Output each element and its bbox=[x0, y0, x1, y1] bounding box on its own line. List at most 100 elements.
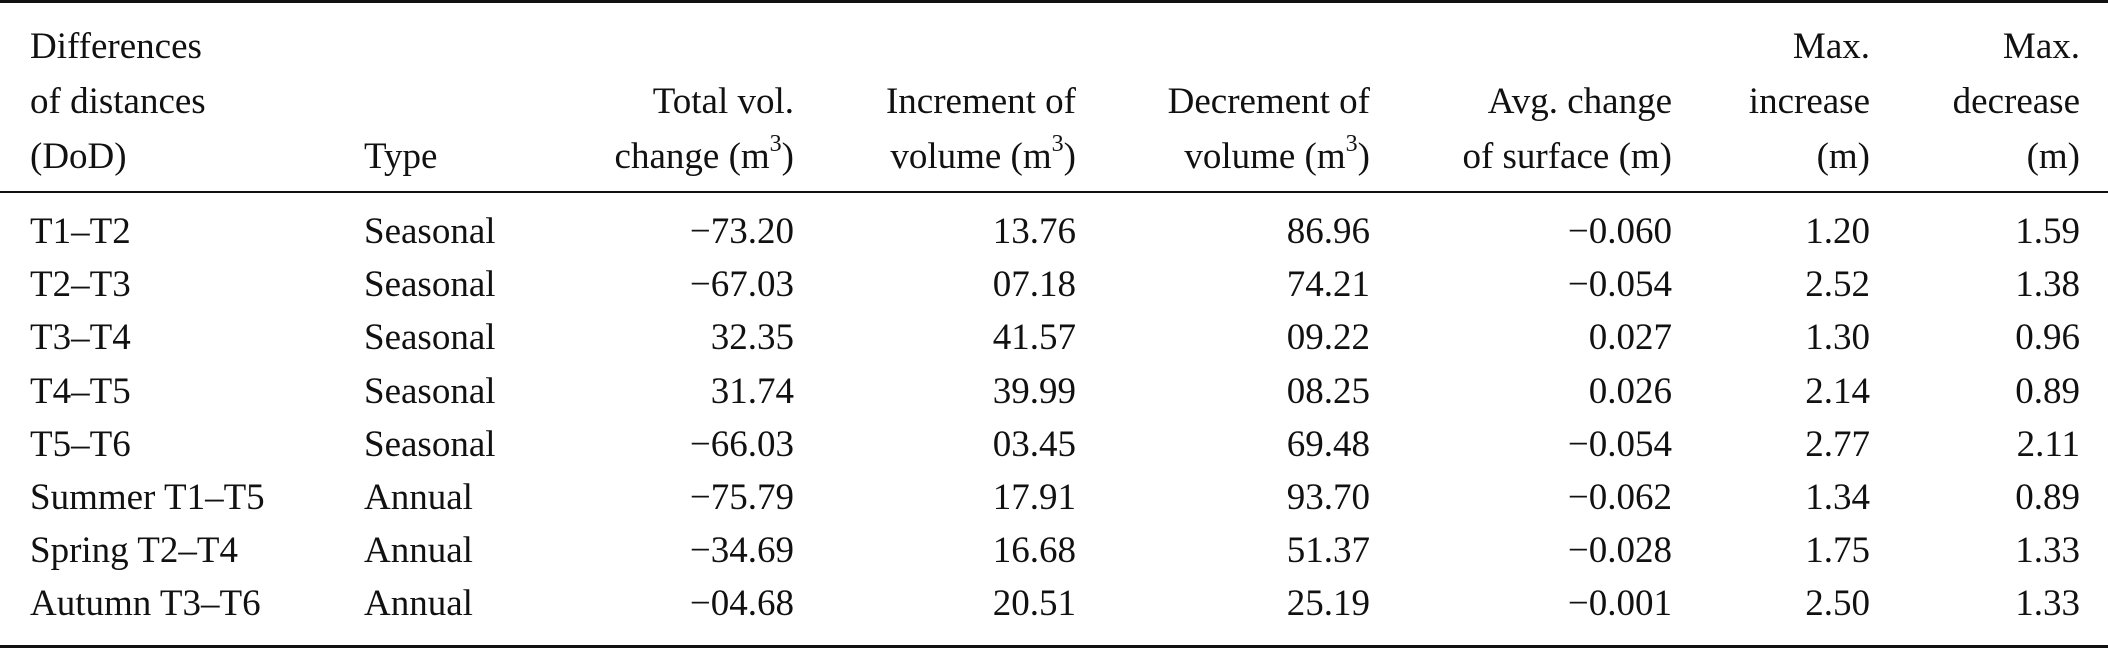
header-type: Type bbox=[364, 14, 437, 184]
header-max-increase: Max. increase (m) bbox=[1700, 14, 1870, 184]
cell-type: Annual bbox=[364, 530, 473, 572]
header-increment: Increment of volume (m3) bbox=[820, 14, 1076, 184]
table-body: T1–T2 Seasonal −73.20 13.76 86.96 −0.060 1.20 1… bbox=[0, 205, 2108, 631]
cell-total-vol: −66.03 bbox=[689, 423, 794, 465]
table-row: T4–T5 Seasonal 31.74 39.99 08.25 0.026 2.14 0.8… bbox=[0, 365, 2108, 418]
header-max-decrease-line1: Max. bbox=[2002, 26, 2080, 67]
cell-max-increase: 1.20 bbox=[1805, 211, 1870, 252]
cell-max-increase: 2.77 bbox=[1805, 423, 1870, 465]
cell-decrement: 93.70 bbox=[1286, 476, 1370, 518]
cell-avg-change: −0.001 bbox=[1567, 583, 1672, 625]
cell-total-vol: 32.35 bbox=[710, 317, 794, 359]
header-rule bbox=[0, 191, 2108, 193]
cell-decrement: 86.96 bbox=[1286, 211, 1370, 252]
cell-total-vol: −67.03 bbox=[689, 264, 794, 306]
table-row: Summer T1–T5 Annual −75.79 17.91 93.70 −0.062… bbox=[0, 471, 2108, 524]
header-dod-line3: (DoD) bbox=[30, 136, 127, 177]
cell-max-decrease: 1.38 bbox=[2015, 264, 2080, 306]
table-row: Autumn T3–T6 Annual −04.68 20.51 25.19 −0.001… bbox=[0, 577, 2108, 630]
header-decrement-exp: 3 bbox=[1345, 130, 1358, 157]
cell-max-decrease: 1.59 bbox=[2015, 211, 2080, 252]
header-total-vol-exp: 3 bbox=[769, 130, 782, 157]
header-max-decrease-line2: decrease bbox=[1952, 81, 2080, 122]
cell-avg-change: −0.054 bbox=[1567, 264, 1672, 306]
cell-max-increase: 1.34 bbox=[1805, 476, 1870, 518]
cell-decrement: 51.37 bbox=[1286, 530, 1370, 572]
cell-type: Annual bbox=[364, 476, 473, 518]
header-increment-exp: 3 bbox=[1051, 130, 1064, 157]
cell-type: Seasonal bbox=[364, 264, 496, 306]
cell-decrement: 09.22 bbox=[1286, 317, 1370, 359]
header-avg-change: Avg. change of surface (m) bbox=[1400, 14, 1672, 184]
cell-increment: 41.57 bbox=[992, 317, 1076, 359]
header-dod-line2: of distances bbox=[30, 81, 206, 122]
cell-increment: 16.68 bbox=[992, 530, 1076, 572]
cell-max-decrease: 0.96 bbox=[2015, 317, 2080, 359]
header-total-vol-text: change (m bbox=[614, 136, 770, 177]
header-total-vol-line1: Total vol. bbox=[652, 81, 794, 122]
header-increment-line2: volume (m3) bbox=[820, 129, 1076, 184]
cell-dod: Spring T2–T4 bbox=[30, 530, 238, 572]
header-decrement-text: volume (m bbox=[1184, 136, 1346, 177]
cell-dod: T3–T4 bbox=[30, 317, 131, 359]
table-row: T3–T4 Seasonal 32.35 41.57 09.22 0.027 1.30 0.9… bbox=[0, 311, 2108, 364]
cell-increment: 07.18 bbox=[992, 264, 1076, 306]
cell-decrement: 74.21 bbox=[1286, 264, 1370, 306]
cell-decrement: 08.25 bbox=[1286, 370, 1370, 412]
header-avg-change-line1: Avg. change bbox=[1487, 81, 1672, 122]
cell-max-increase: 2.14 bbox=[1805, 370, 1870, 412]
header-max-increase-line2: increase bbox=[1748, 81, 1870, 122]
cell-max-increase: 2.50 bbox=[1805, 583, 1870, 625]
header-max-decrease-line3: (m) bbox=[2026, 136, 2080, 177]
cell-increment: 03.45 bbox=[992, 423, 1076, 465]
cell-avg-change: −0.054 bbox=[1567, 423, 1672, 465]
cell-dod: T4–T5 bbox=[30, 370, 131, 412]
header-dod-line1: Differences bbox=[30, 26, 202, 67]
cell-avg-change: −0.062 bbox=[1567, 476, 1672, 518]
cell-max-decrease: 1.33 bbox=[2015, 530, 2080, 572]
header-dod: Differences of distances (DoD) bbox=[30, 14, 206, 184]
header-increment-close: ) bbox=[1063, 136, 1076, 177]
header-total-vol-line2: change (m3) bbox=[520, 129, 794, 184]
cell-dod: T2–T3 bbox=[30, 264, 131, 306]
cell-increment: 39.99 bbox=[992, 370, 1076, 412]
cell-increment: 17.91 bbox=[992, 476, 1076, 518]
table-row: T2–T3 Seasonal −67.03 07.18 74.21 −0.054 2.52 1… bbox=[0, 258, 2108, 311]
header-decrement: Decrement of volume (m3) bbox=[1100, 14, 1370, 184]
bottom-rule bbox=[0, 645, 2108, 648]
table-row: Spring T2–T4 Annual −34.69 16.68 51.37 −0.028… bbox=[0, 524, 2108, 577]
cell-type: Annual bbox=[364, 583, 473, 625]
cell-increment: 20.51 bbox=[992, 583, 1076, 625]
header-total-vol-close: ) bbox=[781, 136, 794, 177]
cell-increment: 13.76 bbox=[992, 211, 1076, 252]
cell-dod: T1–T2 bbox=[30, 211, 131, 252]
cell-type: Seasonal bbox=[364, 317, 496, 359]
header-max-increase-line3: (m) bbox=[1816, 136, 1870, 177]
cell-max-decrease: 0.89 bbox=[2015, 370, 2080, 412]
cell-avg-change: 0.027 bbox=[1588, 317, 1672, 359]
cell-total-vol: −73.20 bbox=[689, 211, 794, 252]
cell-type: Seasonal bbox=[364, 423, 496, 465]
cell-dod: Autumn T3–T6 bbox=[30, 583, 261, 625]
header-total-vol: Total vol. change (m3) bbox=[520, 14, 794, 184]
cell-total-vol: 31.74 bbox=[710, 370, 794, 412]
header-avg-change-line2: of surface (m) bbox=[1462, 136, 1672, 177]
cell-max-decrease: 0.89 bbox=[2015, 476, 2080, 518]
header-type-line1: Type bbox=[364, 136, 438, 177]
cell-max-increase: 1.75 bbox=[1805, 530, 1870, 572]
cell-total-vol: −34.69 bbox=[689, 530, 794, 572]
header-decrement-line2: volume (m3) bbox=[1100, 129, 1370, 184]
cell-type: Seasonal bbox=[364, 370, 496, 412]
cell-avg-change: −0.060 bbox=[1567, 211, 1672, 252]
cell-decrement: 69.48 bbox=[1286, 423, 1370, 465]
header-increment-line1: Increment of bbox=[885, 81, 1076, 122]
cell-avg-change: −0.028 bbox=[1567, 530, 1672, 572]
cell-type: Seasonal bbox=[364, 211, 496, 252]
cell-max-decrease: 2.11 bbox=[2016, 423, 2080, 465]
table-row: T1–T2 Seasonal −73.20 13.76 86.96 −0.060 1.20 1… bbox=[0, 205, 2108, 258]
cell-avg-change: 0.026 bbox=[1588, 370, 1672, 412]
header-max-decrease: Max. decrease (m) bbox=[1900, 14, 2080, 184]
top-rule bbox=[0, 0, 2108, 3]
header-increment-text: volume (m bbox=[890, 136, 1052, 177]
